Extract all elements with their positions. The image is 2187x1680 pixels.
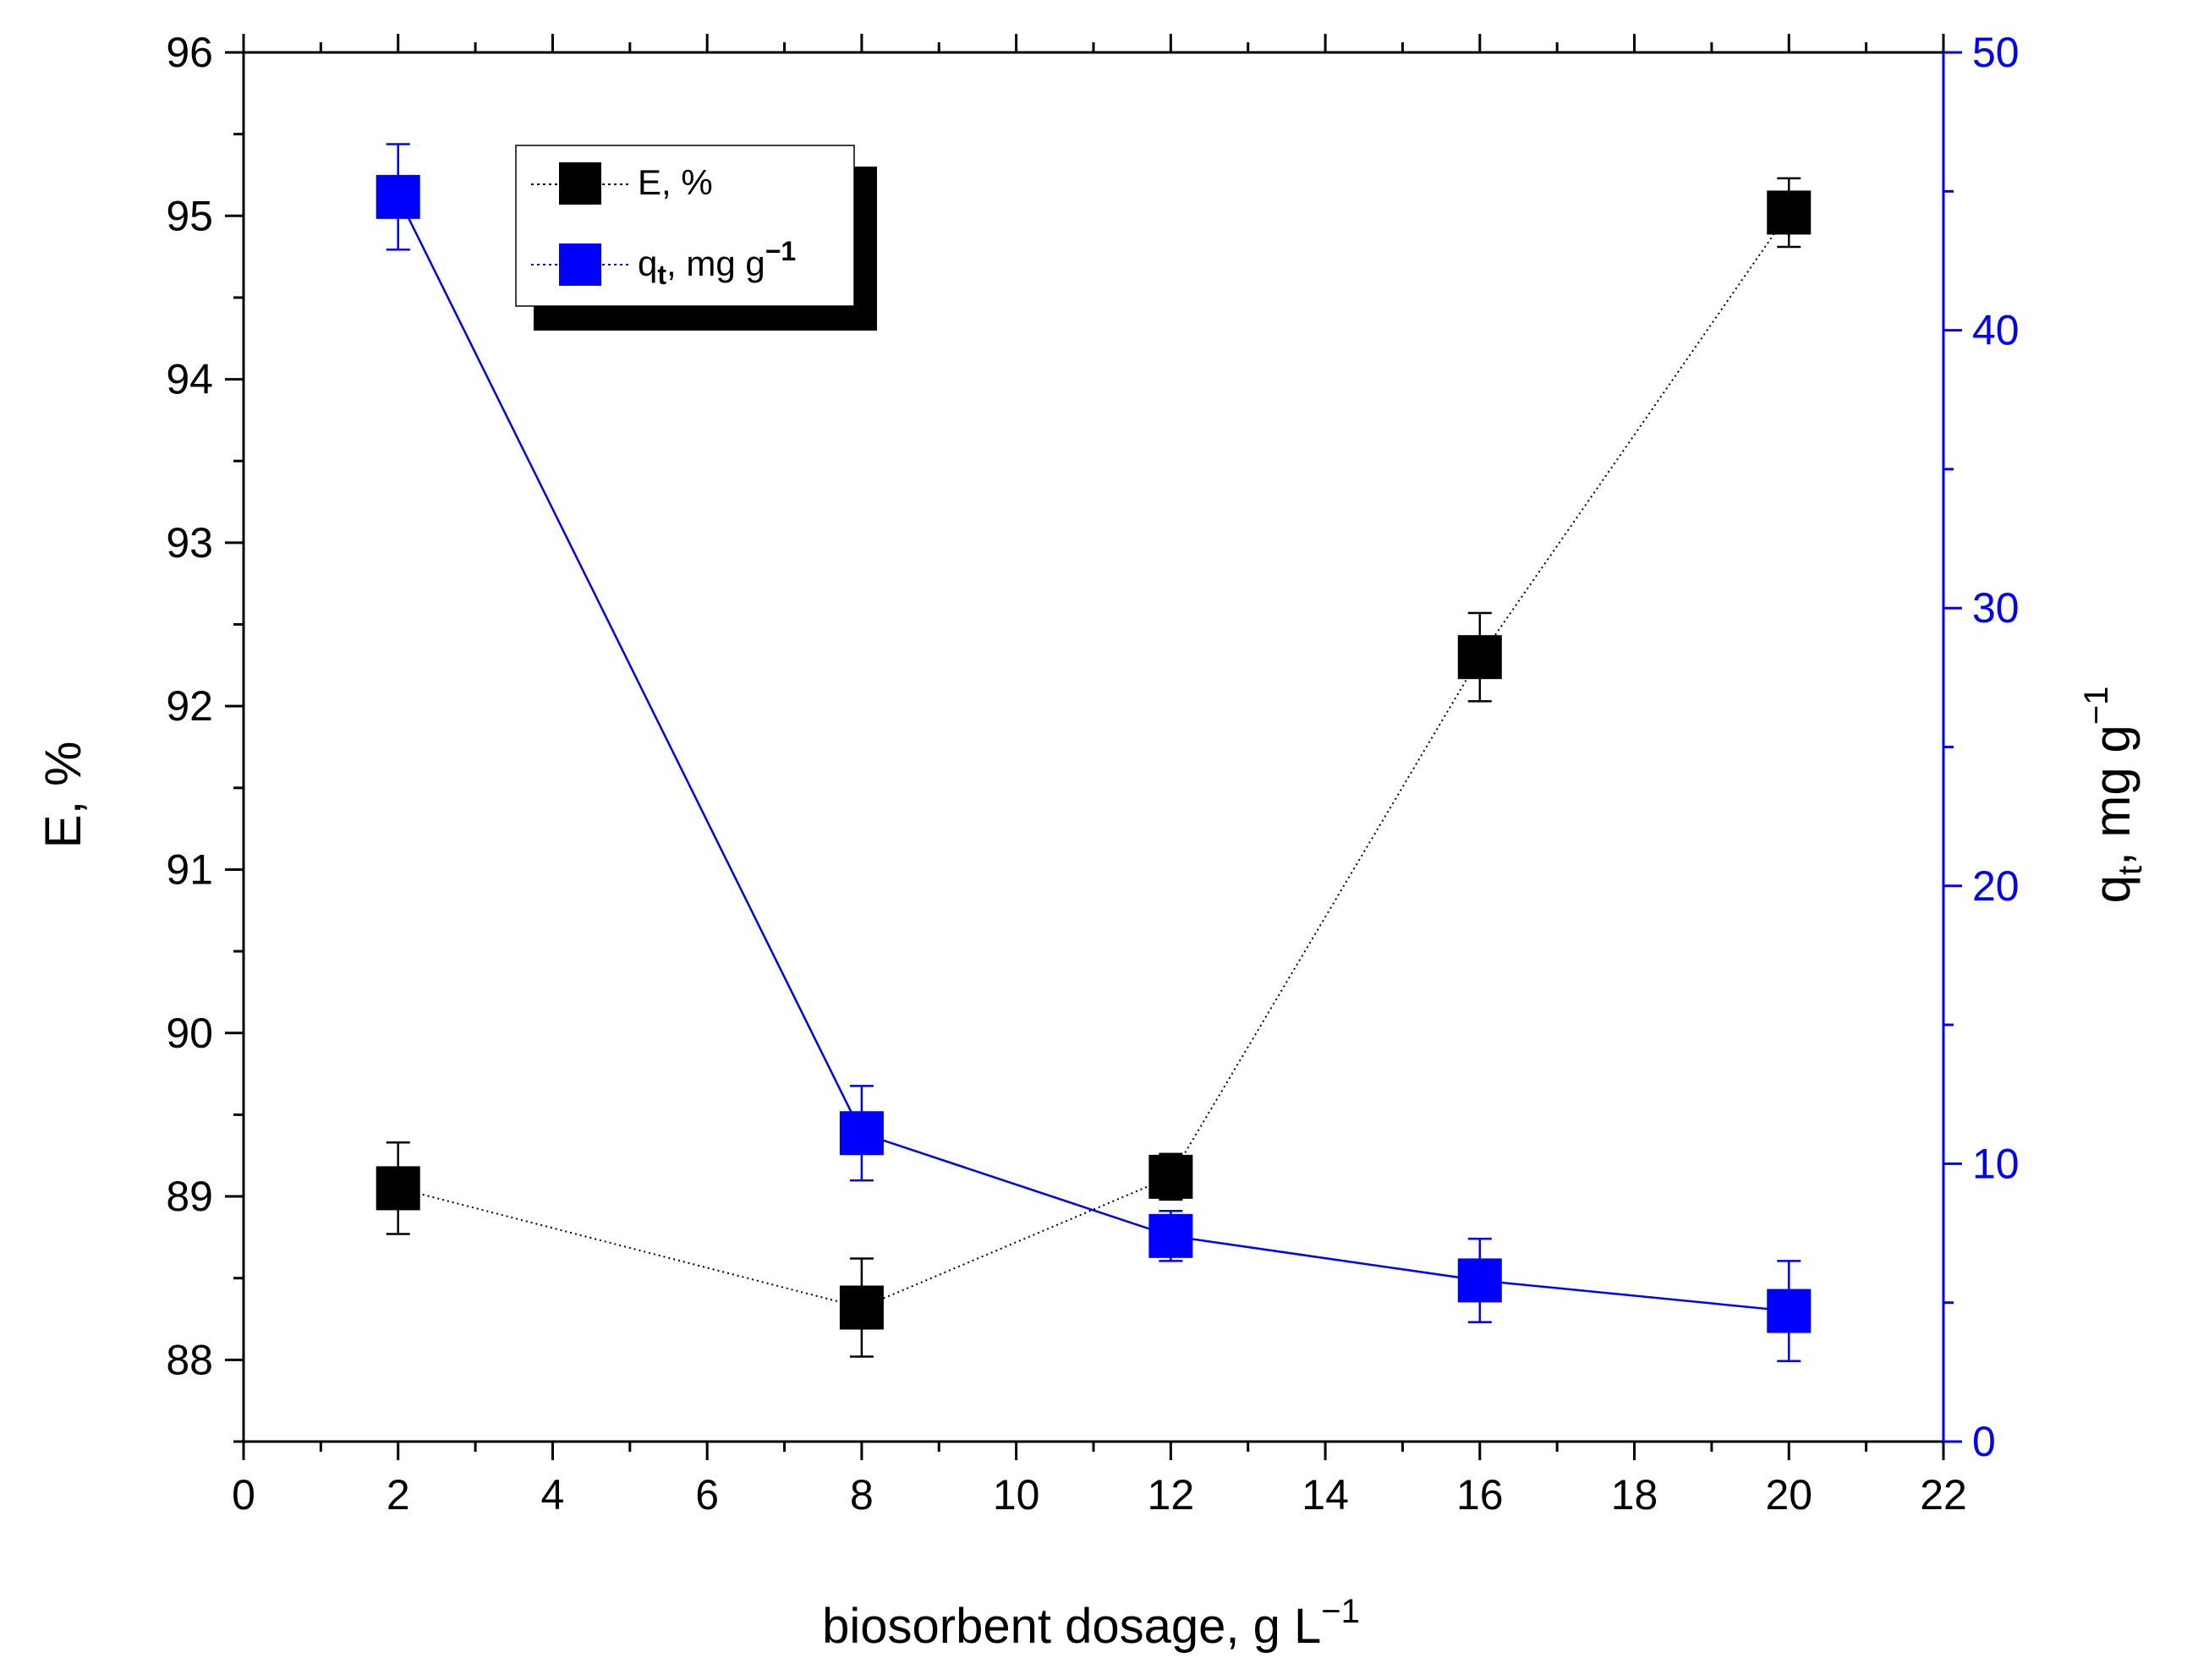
x-tick-label: 2 [386, 1471, 410, 1519]
data-point [839, 1285, 884, 1330]
y-tick-label: 92 [166, 682, 213, 730]
data-point [1148, 1154, 1193, 1199]
data-point [375, 174, 420, 219]
data-point [375, 1166, 420, 1211]
data-point [1457, 635, 1502, 680]
x-tick-label: 6 [695, 1471, 719, 1519]
y-tick-label: 89 [166, 1173, 213, 1220]
data-point [839, 1111, 884, 1156]
y-tick-label: 93 [166, 519, 213, 566]
data-point [1767, 190, 1812, 235]
legend-label-qt: qt, mg g−1 [638, 236, 796, 290]
x-tick-label: 14 [1302, 1471, 1349, 1519]
x-tick-label: 8 [850, 1471, 874, 1519]
x-tick-label: 18 [1611, 1471, 1658, 1519]
x-axis-title: biosorbent dosage, g L−1 [822, 1593, 1360, 1654]
x-tick-label: 12 [1148, 1471, 1195, 1519]
data-point [1767, 1289, 1812, 1333]
x-tick-label: 10 [993, 1471, 1040, 1519]
y2-tick-label: 40 [1972, 307, 2020, 354]
series-2 [375, 143, 1812, 1362]
y2-tick-label: 30 [1972, 584, 2020, 632]
x-tick-label: 0 [232, 1471, 255, 1519]
y2-tick-label: 50 [1972, 29, 2020, 76]
series-layer [375, 143, 1812, 1362]
y-tick-label: 96 [166, 29, 213, 76]
legend-marker-e [559, 162, 601, 205]
y-tick-label: 88 [166, 1336, 213, 1383]
y-tick-label: 94 [166, 356, 213, 403]
y2-tick-label: 0 [1972, 1418, 1996, 1465]
y-tick-label: 95 [166, 192, 213, 239]
y-tick-label: 91 [166, 845, 213, 893]
legend-label-e: E, % [638, 162, 713, 202]
y2-axis-title: qt, mg g−1 [2078, 687, 2149, 904]
x-tick-label: 16 [1456, 1471, 1504, 1519]
x-tick-label: 20 [1765, 1471, 1812, 1519]
series-line [397, 211, 1790, 1309]
data-point [1148, 1213, 1193, 1258]
legend: E, % qt, mg g−1 [515, 145, 877, 331]
legend-marker-qt [559, 244, 601, 286]
series-1 [375, 177, 1812, 1358]
data-point [1457, 1258, 1502, 1303]
x-tick-label: 4 [541, 1471, 565, 1519]
x-tick-label: 22 [1920, 1471, 1967, 1519]
y2-tick-label: 10 [1972, 1140, 2020, 1187]
y2-tick-label: 20 [1972, 862, 2020, 910]
y-tick-label: 90 [166, 1010, 213, 1057]
y-axis-title: E, % [35, 741, 91, 849]
axes-layer: 88 89 90 91 92 93 94 95 96 0 10 20 30 40 50 0 2 4 6 8 10 12 14… [166, 29, 2019, 1519]
